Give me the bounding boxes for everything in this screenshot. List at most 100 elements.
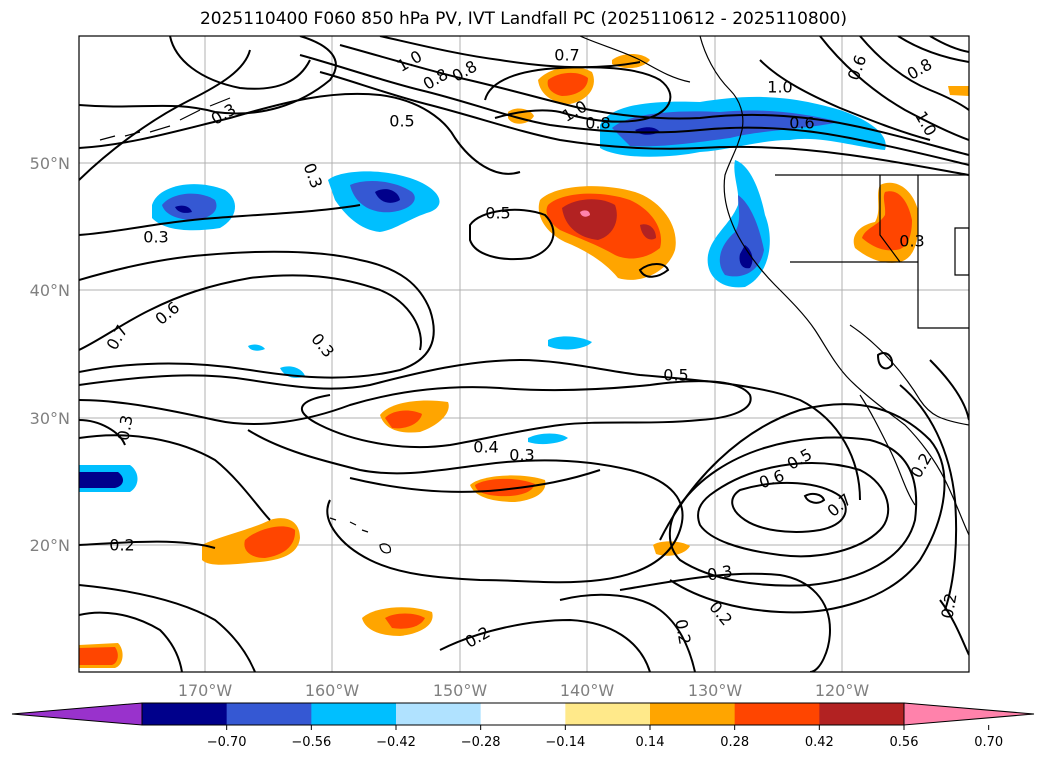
- lon-label: 170°W: [178, 681, 233, 700]
- contour-line: [79, 358, 861, 501]
- colorbar-segment: [311, 703, 397, 725]
- contour-line: [339, 44, 969, 156]
- contour-line: [79, 49, 251, 181]
- contour-label: 0.3: [143, 228, 168, 247]
- negative-pv-region: [162, 193, 217, 220]
- lon-label: 160°W: [305, 681, 360, 700]
- contour-label: 0.8: [585, 114, 610, 133]
- contour-line: [897, 36, 969, 63]
- colorbar-segment: [226, 703, 312, 725]
- colorbar-extend-high: [903, 702, 1035, 726]
- lon-label: 130°W: [688, 681, 743, 700]
- contour-line: [759, 59, 931, 141]
- state-border: [917, 175, 969, 329]
- contour-line: [929, 36, 969, 53]
- negative-pv-region: [528, 433, 568, 445]
- contour-line: [929, 359, 969, 421]
- negative-pv-region: [175, 205, 192, 213]
- contour-line: [731, 481, 847, 533]
- state-border: [954, 227, 969, 276]
- colorbar-segment: [142, 703, 228, 725]
- negative-pv-region: [548, 336, 592, 350]
- negative-pv-region: [375, 189, 400, 203]
- contour-line: [819, 36, 969, 141]
- latitude-labels: 50°N 40°N 30°N 20°N: [30, 154, 70, 555]
- contour-line: [484, 66, 672, 123]
- colorbar: −0.70 −0.56 −0.42 −0.28 −0.14 0.14 0.28 0.42 0.5…: [11, 702, 1035, 750]
- contour-label: 0.5: [485, 204, 510, 223]
- contour-line: [79, 584, 256, 672]
- contour-line: [349, 469, 601, 493]
- negative-pv-region: [719, 195, 764, 277]
- contour-line: [247, 429, 684, 584]
- colorbar-segment: [734, 703, 820, 725]
- contour-line: [619, 572, 832, 672]
- contour-label: 0.2: [937, 592, 960, 620]
- negative-pv-region: [248, 344, 265, 351]
- contour-label: 0.2: [109, 536, 134, 555]
- positive-pv-region: [244, 526, 296, 558]
- lat-label: 50°N: [30, 154, 70, 173]
- coastlines: [99, 36, 969, 554]
- contour-line: [803, 492, 826, 504]
- aleutian-islands: [99, 97, 231, 141]
- contour-line: [79, 611, 183, 672]
- colorbar-tick-label: −0.28: [461, 735, 501, 750]
- state-border: [849, 324, 969, 426]
- contour-line: [79, 540, 216, 549]
- contour-label: 0.5: [389, 112, 414, 131]
- contour-line: [379, 36, 641, 69]
- positive-pv-region: [547, 72, 588, 96]
- contour-label: 0.3: [113, 414, 136, 442]
- contour-label: 0.4: [473, 438, 498, 457]
- contour-label: 0.3: [509, 446, 534, 465]
- contour-line: [439, 618, 651, 672]
- contour-label: 0.5: [663, 366, 688, 385]
- contour-line: [939, 599, 969, 656]
- map-frame: [78, 35, 970, 673]
- colorbar-tick-label: 0.28: [720, 735, 749, 750]
- contour-line: [899, 384, 958, 611]
- contour-line: [659, 403, 946, 614]
- lat-label: 40°N: [30, 281, 70, 300]
- contour-label: 0.7: [554, 46, 579, 65]
- negative-pv-region: [739, 245, 753, 269]
- contour-line: [668, 436, 918, 587]
- ivt-contours: [79, 36, 969, 672]
- contour-line: [638, 263, 670, 278]
- contour-label: 1.0: [767, 78, 792, 97]
- colorbar-tick-label: 0.70: [974, 735, 1003, 750]
- positive-pv-region: [79, 647, 118, 665]
- lon-label: 140°W: [560, 681, 615, 700]
- lat-label: 20°N: [30, 536, 70, 555]
- contour-label: 0.3: [706, 561, 734, 584]
- contour-label: 0.3: [899, 232, 924, 251]
- negative-pv-region: [79, 472, 124, 488]
- hawaii-islands: [329, 517, 391, 554]
- colorbar-segment: [396, 703, 482, 725]
- alaska-coast: [579, 36, 691, 83]
- colorbar-tick-label: 0.14: [636, 735, 665, 750]
- lon-label: 120°W: [815, 681, 870, 700]
- contour-label: 0.6: [789, 114, 814, 133]
- positive-pv-region: [862, 191, 912, 251]
- positive-pv-region: [385, 613, 425, 629]
- map-title: 2025110400 F060 850 hPa PV, IVT Landfall…: [199, 9, 847, 29]
- contour-line: [169, 36, 311, 90]
- colorbar-tick-label: 0.56: [890, 735, 919, 750]
- positive-pv-region: [385, 410, 422, 429]
- contour-line: [859, 36, 969, 111]
- baja-coast: [859, 394, 916, 506]
- contour-line: [79, 36, 337, 115]
- positive-pv-region: [948, 86, 969, 96]
- colorbar-tick-label: 0.42: [805, 735, 834, 750]
- contour-line: [79, 419, 126, 446]
- positive-pv-region: [562, 199, 617, 240]
- colorbar-segment: [480, 703, 566, 725]
- contour-line: [79, 92, 521, 175]
- colorbar-extend-low: [11, 702, 143, 726]
- colorbar-segment: [565, 703, 651, 725]
- colorbar-frame: [141, 702, 905, 726]
- map-area: [79, 36, 969, 672]
